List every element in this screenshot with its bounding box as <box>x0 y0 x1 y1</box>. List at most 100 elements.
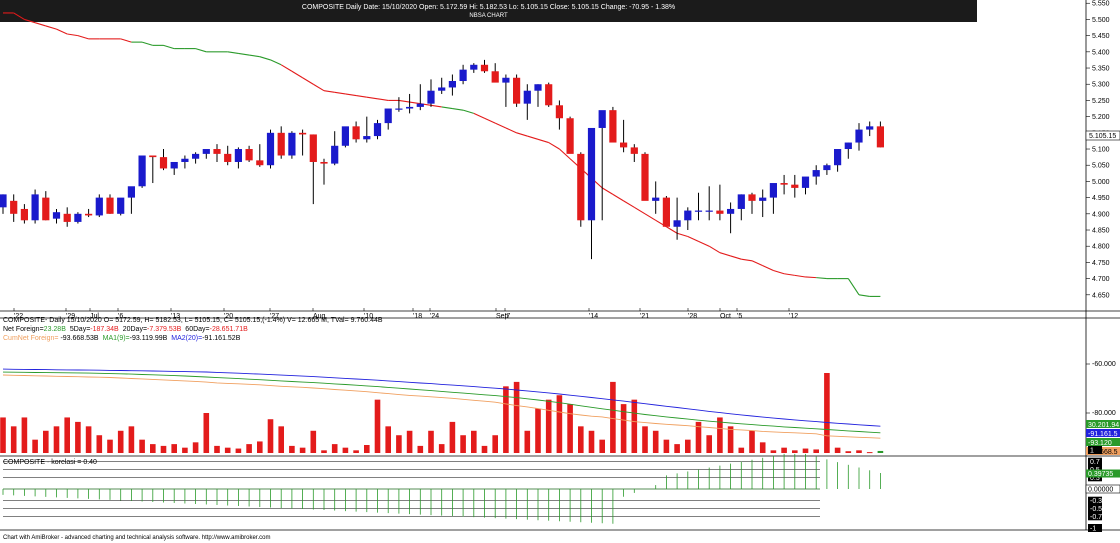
net-foreign-bar <box>128 426 135 453</box>
ma-segment <box>452 107 464 111</box>
net-foreign-bar <box>331 444 338 453</box>
net-foreign-bar <box>824 373 830 453</box>
ma-segment <box>334 91 346 95</box>
net-foreign-bar <box>599 439 605 453</box>
net-foreign-bar <box>588 430 595 453</box>
candle-body <box>288 132 296 156</box>
net-foreign-bar <box>310 430 317 453</box>
candle-body <box>780 183 788 185</box>
ma-segment <box>462 109 474 114</box>
ma2-line <box>2 368 881 427</box>
net-foreign-bar <box>706 435 712 453</box>
candle-body <box>299 132 307 135</box>
net-foreign-bar <box>802 448 809 453</box>
candle-body <box>31 194 39 221</box>
net-foreign-bar <box>759 442 766 453</box>
candle-body <box>459 69 467 81</box>
date-tick-label: '22 <box>14 313 23 320</box>
ma-segment <box>644 213 656 221</box>
ma-segment <box>259 56 271 61</box>
korelasi-value-label: 0.39735 <box>1088 471 1113 478</box>
net-foreign-bar <box>374 399 381 453</box>
candle-body <box>95 197 103 216</box>
ma-segment <box>345 93 357 97</box>
date-tick-label: '10 <box>364 313 373 320</box>
korelasi-bars <box>2 453 881 524</box>
sixty-day-label: 60Day= <box>185 326 209 333</box>
candle-body <box>759 197 767 201</box>
ma-segment <box>313 83 325 92</box>
net-foreign-bar <box>428 430 434 453</box>
price-tick-label: 4.700 <box>1092 276 1110 283</box>
ma-segment <box>409 101 421 105</box>
sixty-day-value: -28.651.71B <box>210 326 248 333</box>
korelasi-tick-label: -1 <box>1090 526 1096 533</box>
net-foreign-bar <box>460 435 466 453</box>
candle-body <box>609 110 617 143</box>
candle-body <box>748 194 756 201</box>
badge-ma1: -93.120 <box>1088 440 1112 447</box>
candle-body <box>470 64 478 70</box>
header-chart-name: NBSA CHART <box>469 13 508 19</box>
ma-segment <box>441 106 453 110</box>
candle-body <box>256 160 264 166</box>
candle-body <box>395 108 403 110</box>
korelasi-tick-box <box>1088 465 1102 474</box>
candle-body <box>716 210 724 214</box>
net-foreign-bar <box>364 445 370 453</box>
ma-segment <box>687 235 699 242</box>
date-tick-label: '18 <box>413 313 422 320</box>
ma-segment <box>120 38 132 43</box>
net-foreign-label: Net Foreign= <box>3 326 44 333</box>
date-tick-label: '27 <box>270 313 279 320</box>
ma-segment <box>816 277 827 280</box>
ma-segment <box>794 274 806 278</box>
price-tick-label: 5.200 <box>1092 114 1110 121</box>
price-tick-label: 4.650 <box>1092 292 1110 299</box>
badge-cumnet: -93.668.5 <box>1088 449 1118 456</box>
last-price-label: 5.105.15 <box>1089 133 1116 140</box>
net-foreign-bar <box>727 426 734 453</box>
candle-body <box>213 149 221 154</box>
price-tick-label: 4.850 <box>1092 228 1110 235</box>
date-tick-label: '14 <box>589 313 598 320</box>
candle-body <box>866 126 874 130</box>
net-foreign-bar <box>10 426 17 453</box>
candle-body <box>844 142 852 150</box>
net-foreign-bar <box>107 439 113 453</box>
net-foreign-bar <box>513 381 520 453</box>
foreign-value-badges: 30.201.94 -91.161.5 -93.120 -93.668.5 <box>1086 420 1120 456</box>
net-foreign-bar <box>792 450 798 453</box>
date-tick-label: Aug <box>313 313 326 320</box>
candle-body <box>545 84 553 106</box>
korelasi-tick-box <box>1088 496 1102 505</box>
candle-body <box>694 210 703 212</box>
candle-body <box>620 142 628 148</box>
net-foreign-bar <box>235 448 242 453</box>
net-foreign-bar <box>471 430 477 453</box>
net-foreign-value: 23.28B <box>44 326 67 333</box>
net-foreign-bar <box>503 386 509 453</box>
ma-segment <box>505 127 517 134</box>
net-foreign-bar <box>257 441 263 453</box>
candle-body <box>566 118 574 154</box>
korelasi-tick-label: -0.5 <box>1090 506 1102 513</box>
ma-segment <box>24 18 36 24</box>
net-foreign-bar <box>96 435 103 453</box>
net-foreign-bar <box>845 451 852 453</box>
candle-body <box>373 123 382 137</box>
ma-segment <box>34 22 46 27</box>
candle-body <box>598 110 606 128</box>
net-foreign-bar <box>21 417 28 453</box>
ma-segment <box>773 269 785 275</box>
cumnet-line: CumNet Foreign= -93.668.53B MA1(9)=-93.119… <box>3 335 241 342</box>
date-tick-label: '29 <box>66 313 75 320</box>
price-tick-label: 5.050 <box>1092 163 1110 170</box>
candle-body <box>20 208 28 221</box>
ma-segment <box>484 117 496 124</box>
ma-segment <box>13 12 25 20</box>
ma-segment <box>805 276 817 279</box>
net-foreign-bar <box>85 426 92 453</box>
net-foreign-bar <box>246 444 252 453</box>
